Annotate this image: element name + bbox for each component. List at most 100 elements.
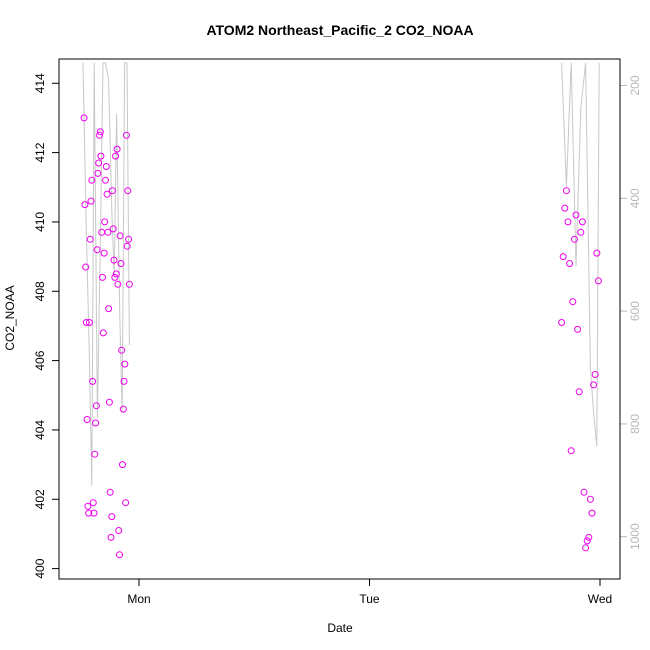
data-point — [81, 201, 89, 209]
data-point — [89, 377, 97, 385]
y-tick-label: 414 — [33, 73, 47, 93]
data-point — [122, 499, 130, 507]
y-tick-label: 402 — [33, 489, 47, 509]
data-point — [125, 235, 133, 243]
data-point — [121, 360, 129, 368]
data-point — [119, 461, 126, 469]
data-point — [86, 235, 94, 243]
data-point — [101, 218, 109, 226]
data-point — [562, 187, 570, 195]
y-axis-label: CO2_NOAA — [3, 285, 17, 350]
data-point — [85, 509, 93, 517]
data-point — [564, 218, 572, 226]
data-point — [120, 377, 128, 385]
data-point — [122, 131, 130, 139]
data-point — [110, 256, 118, 264]
x-tick-label: Wed — [588, 592, 612, 606]
data-point — [84, 502, 92, 510]
data-point — [580, 488, 588, 496]
data-point — [113, 145, 121, 153]
data-point — [577, 228, 585, 236]
data-point — [108, 513, 116, 521]
y2-tick-label: 800 — [628, 414, 642, 434]
data-point — [115, 527, 123, 534]
y2-tick-label: 200 — [628, 75, 642, 95]
data-point — [80, 114, 88, 122]
data-point — [116, 551, 123, 559]
x-axis-label: Date — [327, 621, 353, 635]
data-point — [102, 163, 110, 170]
data-point — [106, 488, 114, 496]
data-point — [99, 273, 106, 281]
data-point — [96, 128, 104, 136]
data-point — [93, 246, 101, 254]
data-point — [572, 211, 580, 219]
data-point — [89, 499, 97, 507]
data-point — [586, 495, 594, 503]
y-tick-label: 412 — [33, 142, 47, 162]
data-point — [102, 176, 109, 184]
data-point — [109, 225, 117, 233]
y2-tick-label: 600 — [628, 301, 642, 321]
data-point — [117, 260, 125, 267]
chart-title: ATOM2 Northeast_Pacific_2 CO2_NOAA — [206, 22, 473, 38]
data-point — [112, 152, 120, 160]
y-tick-label: 400 — [33, 558, 47, 578]
data-point — [87, 197, 95, 205]
data-point — [567, 447, 575, 455]
data-point — [116, 232, 124, 240]
data-point — [85, 319, 93, 326]
data-point — [594, 277, 602, 285]
plot-frame — [58, 58, 621, 580]
data-point — [558, 319, 566, 326]
data-point — [591, 371, 599, 378]
data-point — [559, 253, 567, 261]
y-tick-label: 404 — [33, 420, 47, 440]
data-point — [105, 305, 113, 313]
data-point — [105, 398, 113, 406]
data-point — [111, 273, 119, 281]
y2-tick-label: 400 — [628, 188, 642, 208]
data-point — [118, 346, 126, 354]
data-point — [582, 544, 590, 552]
data-point — [125, 280, 133, 288]
y-tick-label: 408 — [33, 281, 47, 301]
data-point — [94, 169, 102, 177]
data-point — [82, 319, 90, 326]
data-point — [570, 235, 578, 243]
secondary-line-segment-1 — [82, 62, 130, 486]
data-point — [96, 131, 103, 139]
data-point — [583, 537, 591, 545]
data-point — [103, 190, 111, 198]
x-tick-label: Tue — [359, 592, 380, 606]
y-tick-label: 410 — [33, 212, 47, 232]
data-point — [82, 263, 90, 271]
data-point — [585, 533, 593, 541]
data-point — [124, 187, 132, 195]
data-point — [104, 228, 112, 236]
y-tick-label: 406 — [33, 350, 47, 370]
data-point — [578, 218, 586, 226]
data-point — [114, 280, 122, 288]
secondary-line-segment-2 — [561, 62, 600, 447]
data-point — [588, 509, 596, 517]
data-point — [107, 533, 115, 541]
data-point — [123, 242, 131, 250]
y2-tick-label: 1000 — [628, 523, 642, 550]
data-point — [90, 509, 98, 517]
data-point — [92, 402, 100, 410]
data-point — [88, 176, 96, 184]
data-point — [593, 249, 601, 257]
data-point — [112, 270, 120, 278]
data-point — [108, 187, 116, 195]
data-point — [91, 450, 99, 458]
data-point — [119, 405, 127, 413]
x-tick-label: Mon — [127, 592, 150, 606]
data-point — [566, 260, 574, 267]
data-point — [569, 298, 577, 306]
data-point — [97, 152, 105, 160]
data-point — [561, 204, 569, 212]
data-point — [95, 159, 103, 167]
data-point — [575, 388, 583, 396]
